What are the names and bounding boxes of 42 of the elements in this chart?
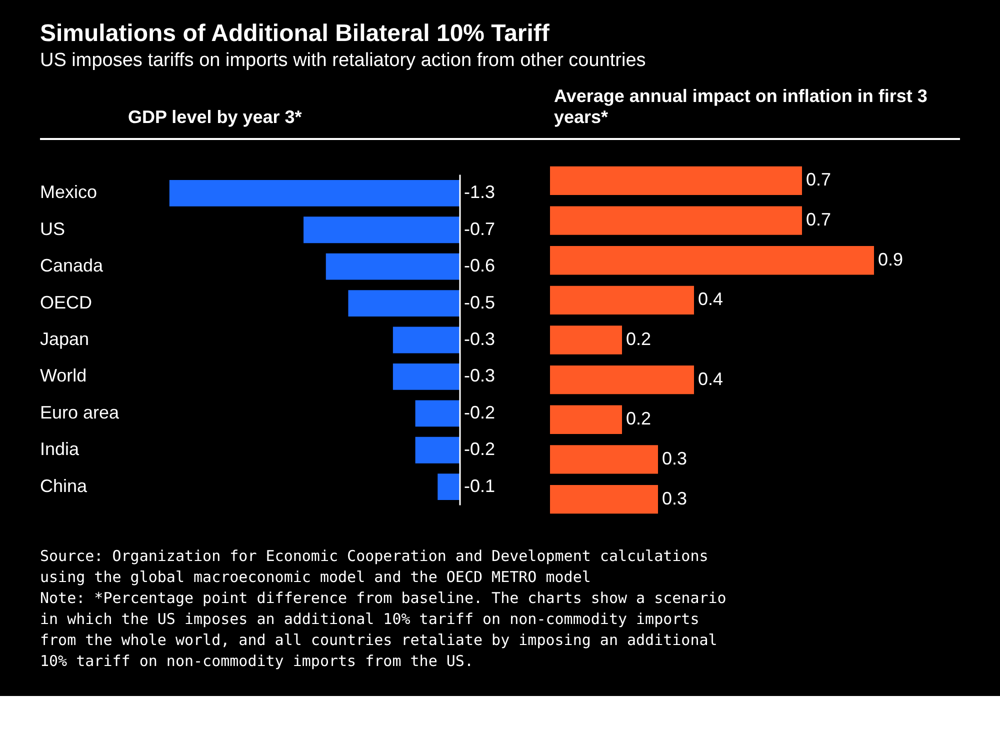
y-tick-label: China	[40, 476, 88, 496]
text: Note: *Percentage point difference from baseline. The charts show a scenario in which the US imposes an additional 10% tariff on non-commodity imports from the whole world, and all countries retaliate by imposing an additional 10% tariff on non-commodity imports from the US.	[40, 588, 728, 672]
data-label: -0.3	[464, 328, 496, 349]
data-label: -1.3	[464, 182, 496, 202]
y-tick-label: World	[40, 366, 87, 386]
data-label: -0.1	[464, 476, 496, 496]
data-label: -0.6	[464, 256, 496, 276]
data-label: -0.7	[464, 218, 496, 239]
y-tick-label: Euro area	[40, 402, 120, 422]
data-label: -0.5	[464, 292, 496, 312]
bar	[550, 326, 622, 354]
data-label: -0.2	[464, 439, 496, 460]
data-label: 0.7	[806, 170, 832, 190]
x-axis-title: GDP level by year 3*	[127, 106, 303, 129]
y-tick-label: Japan	[40, 328, 90, 349]
chart-title: Simulations of Additional Bilateral 10% Tariff	[40, 20, 550, 48]
chart-subtitle: US imposes tariffs on imports with retaliatory action from other countries	[40, 50, 647, 72]
data-label: -0.2	[464, 402, 496, 422]
data-label: 0.2	[626, 328, 652, 349]
y-tick-label: OECD	[40, 292, 92, 312]
x-axis-title: Average annual impact on inflation in first 3 years*	[553, 85, 928, 129]
y-tick-label: Mexico	[40, 182, 98, 202]
data-label: 0.3	[662, 448, 688, 468]
y-tick-label: Canada	[40, 256, 104, 276]
y-tick-label: US	[40, 218, 66, 239]
data-label: 0.9	[878, 249, 904, 270]
source-note: Source: Organization for Economic Cooperation and Development calculations using the global macroeconomic model and the OECD METRO model	[40, 546, 710, 588]
data-label: -0.3	[464, 366, 496, 386]
bar	[550, 445, 658, 474]
data-label: 0.2	[626, 408, 652, 429]
bar	[550, 166, 802, 196]
bar	[550, 405, 622, 434]
data-label: 0.7	[806, 210, 832, 230]
data-label: 0.4	[698, 368, 724, 389]
bar	[550, 206, 802, 235]
bar	[550, 246, 874, 275]
data-label: 0.4	[698, 289, 724, 310]
y-tick-label: India	[40, 439, 80, 460]
data-label: 0.3	[662, 488, 688, 508]
bar	[550, 286, 694, 315]
bar	[550, 484, 658, 514]
bar	[550, 365, 694, 394]
